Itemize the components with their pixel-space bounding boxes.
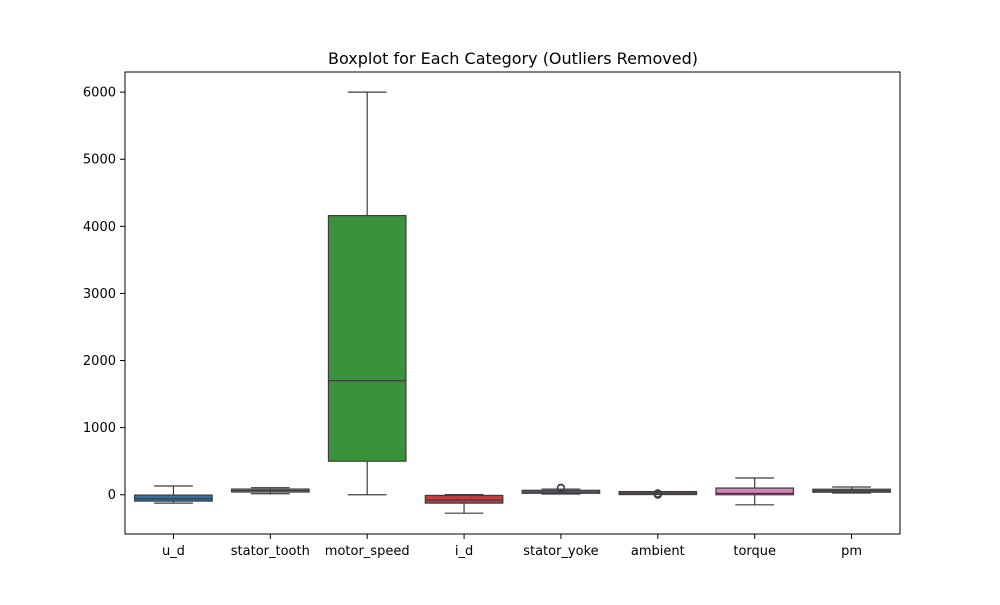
outlier-point [556,483,566,492]
y-tick-label: 2000 [83,354,116,369]
y-tick-label: 3000 [83,287,116,302]
x-tick-label: torque [733,544,776,559]
box-body [424,494,504,504]
box-ambient [618,489,698,499]
x-tick-label: motor_speed [325,544,410,559]
x-tick-label: i_d [455,544,473,559]
box-i-d [424,494,504,514]
x-tick-label: stator_yoke [523,544,598,559]
box-body [134,494,213,502]
plot-frame [124,71,901,535]
box-stator-yoke [521,483,601,495]
y-tick-label: 4000 [83,220,116,235]
y-tick-label: 5000 [83,153,116,168]
box-pm [812,486,891,494]
outlier-point [653,489,662,498]
box-motor-speed [327,91,407,496]
x-tick-label: u_d [162,544,185,559]
x-tick-label: pm [841,544,862,559]
x-tick-label: stator_tooth [231,544,310,559]
y-tick-label: 6000 [83,86,116,101]
box-torque [715,477,795,506]
x-tick-label: ambient [631,544,685,559]
plot-area: 0 1000 2000 3000 4000 5000 6000 u_d stator_tooth… [83,71,901,559]
box-body [715,487,795,496]
y-tick-label: 1000 [83,421,116,436]
box-u-d [134,485,213,504]
chart-title: Boxplot for Each Category (Outliers Remo… [328,49,698,68]
y-tick-label: 0 [108,488,116,503]
box-body [327,214,407,462]
box-stator-tooth [230,487,310,495]
